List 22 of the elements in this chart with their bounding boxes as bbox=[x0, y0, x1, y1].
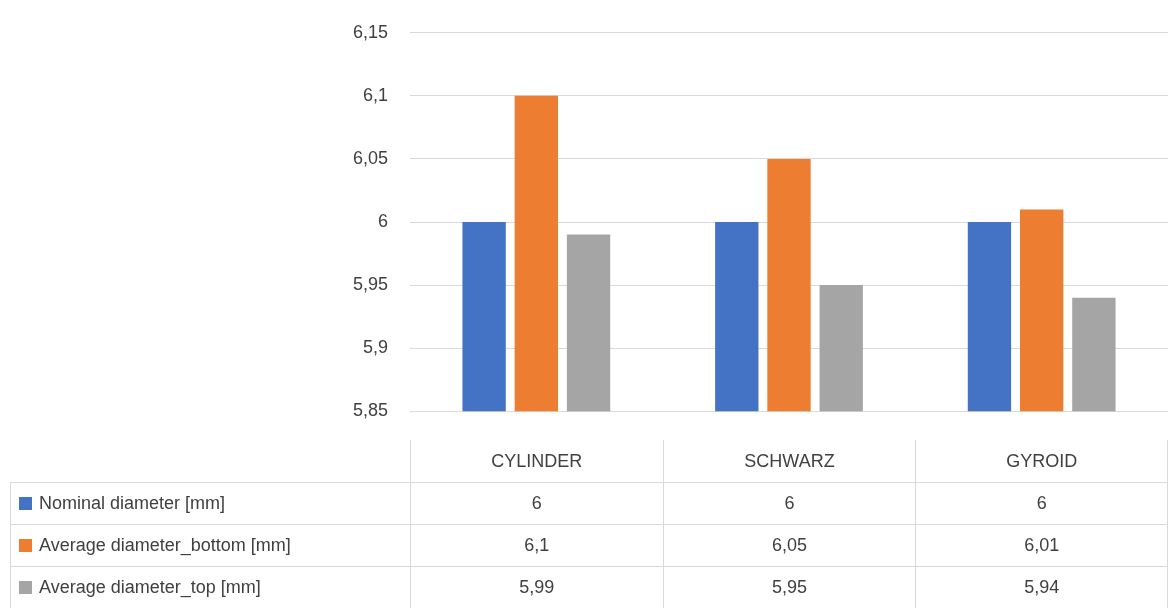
data-label: 6,01 bbox=[915, 524, 1168, 566]
x-tick-label: SCHWARZ bbox=[662, 440, 916, 482]
y-tick-label: 6,1 bbox=[362, 84, 388, 105]
y-tick-label: 6,05 bbox=[352, 147, 388, 168]
data-label: 6,05 bbox=[662, 524, 916, 566]
x-tick-label: CYLINDER bbox=[410, 440, 663, 482]
data-label: 5,94 bbox=[915, 566, 1168, 608]
data-label: 6 bbox=[915, 482, 1168, 524]
y-tick-label: 6 bbox=[377, 210, 388, 231]
data-label: 6 bbox=[662, 482, 916, 524]
legend-label: Average diameter_top [mm] bbox=[39, 577, 261, 598]
data-label: 6,1 bbox=[410, 524, 663, 566]
data-label: 6 bbox=[410, 482, 663, 524]
data-label: 5,99 bbox=[410, 566, 663, 608]
legend-label: Nominal diameter [mm] bbox=[39, 493, 226, 514]
y-tick-label: 5,85 bbox=[352, 400, 388, 421]
y-tick-label: 6,15 bbox=[352, 21, 388, 42]
y-tick-label: 5,9 bbox=[362, 337, 388, 358]
legend-label: Average diameter_bottom [mm] bbox=[39, 535, 291, 556]
y-tick-label: 5,95 bbox=[352, 274, 388, 295]
data-label: 5,95 bbox=[662, 566, 916, 608]
x-tick-label: GYROID bbox=[915, 440, 1168, 482]
